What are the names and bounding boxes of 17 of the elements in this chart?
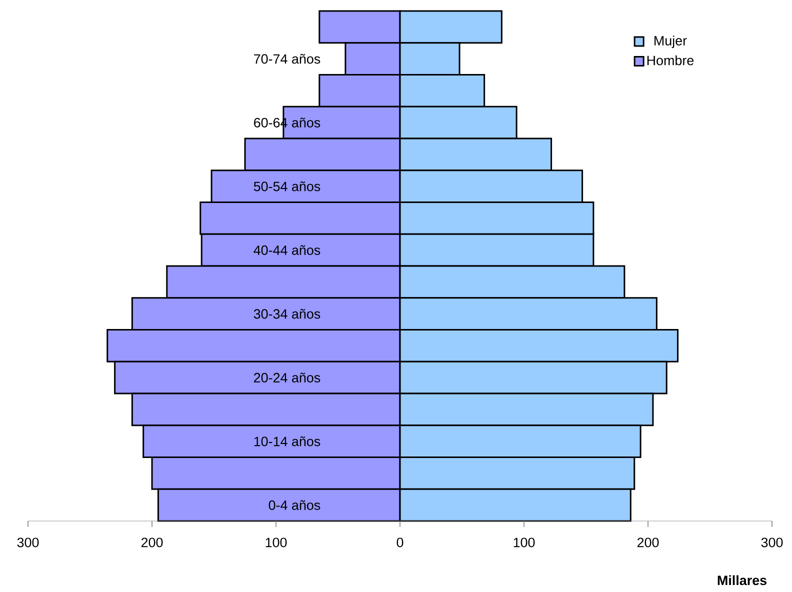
x-tick-label: 100 <box>514 538 535 548</box>
x-tick-label: 300 <box>761 538 783 548</box>
x-tick-label: 0 <box>396 538 404 548</box>
x-tick-label: 100 <box>266 538 287 548</box>
x-axis-title: Millares <box>718 575 767 586</box>
x-tick-label: 200 <box>637 538 659 548</box>
y-tick-label: 70-74 años <box>254 54 320 64</box>
y-tick-label: 40-44 años <box>254 245 320 255</box>
legend-label: Hombre <box>647 55 694 66</box>
legend-label: Mujer <box>654 36 687 48</box>
y-tick-label: 0-4 años <box>268 500 320 510</box>
y-tick-label: 50-54 años <box>254 181 320 192</box>
y-tick-label: 30-34 años <box>254 308 320 319</box>
x-tick-label: 300 <box>17 538 39 548</box>
y-tick-label: 10-14 años <box>254 436 320 446</box>
x-tick-label: 200 <box>141 538 163 548</box>
y-tick-label: 20-24 años <box>254 372 320 382</box>
